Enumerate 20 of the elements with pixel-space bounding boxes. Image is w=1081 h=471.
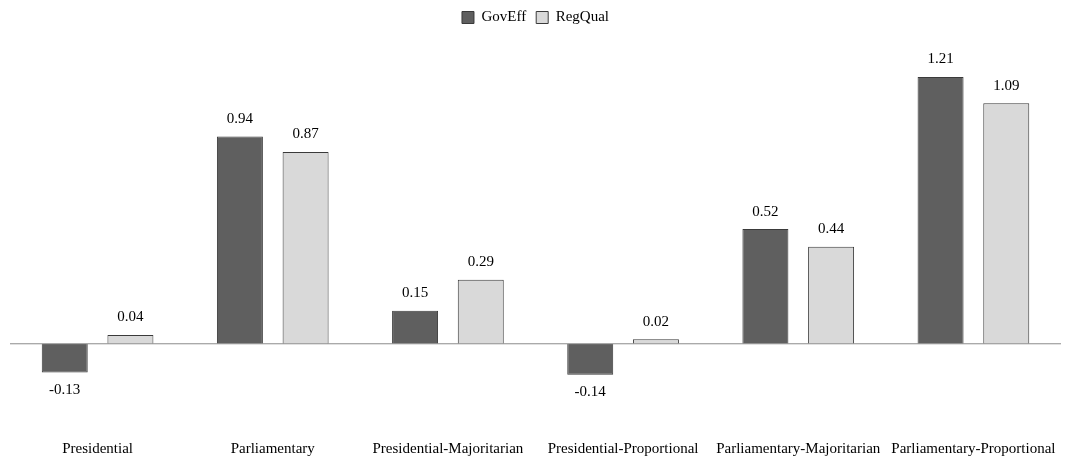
data-label: 0.44 <box>817 220 845 237</box>
data-label: 0.94 <box>226 109 254 126</box>
data-label: 0.29 <box>467 253 494 270</box>
legend-label: GovEff <box>481 8 527 25</box>
data-label: 1.09 <box>993 76 1020 93</box>
data-label: 0.15 <box>401 284 429 301</box>
data-label: 0.52 <box>752 202 779 219</box>
data-label: -0.14 <box>574 383 607 400</box>
data-label: 0.04 <box>117 308 145 325</box>
data-label: 0.87 <box>292 125 320 142</box>
x-tick-label: Parliamentary-Proportional <box>891 439 1056 456</box>
x-tick-label: Presidential-Proportional <box>547 439 699 456</box>
x-tick-label: Presidential-Majoritarian <box>372 439 524 456</box>
x-tick-label: Presidential <box>62 439 133 456</box>
data-label: -0.13 <box>49 380 81 397</box>
x-tick-label: Parliamentary-Majoritarian <box>716 439 881 456</box>
legend-label: RegQual <box>555 8 610 25</box>
data-label: 0.02 <box>642 312 670 329</box>
data-label: 1.21 <box>927 50 954 67</box>
x-tick-label: Parliamentary <box>230 439 316 456</box>
